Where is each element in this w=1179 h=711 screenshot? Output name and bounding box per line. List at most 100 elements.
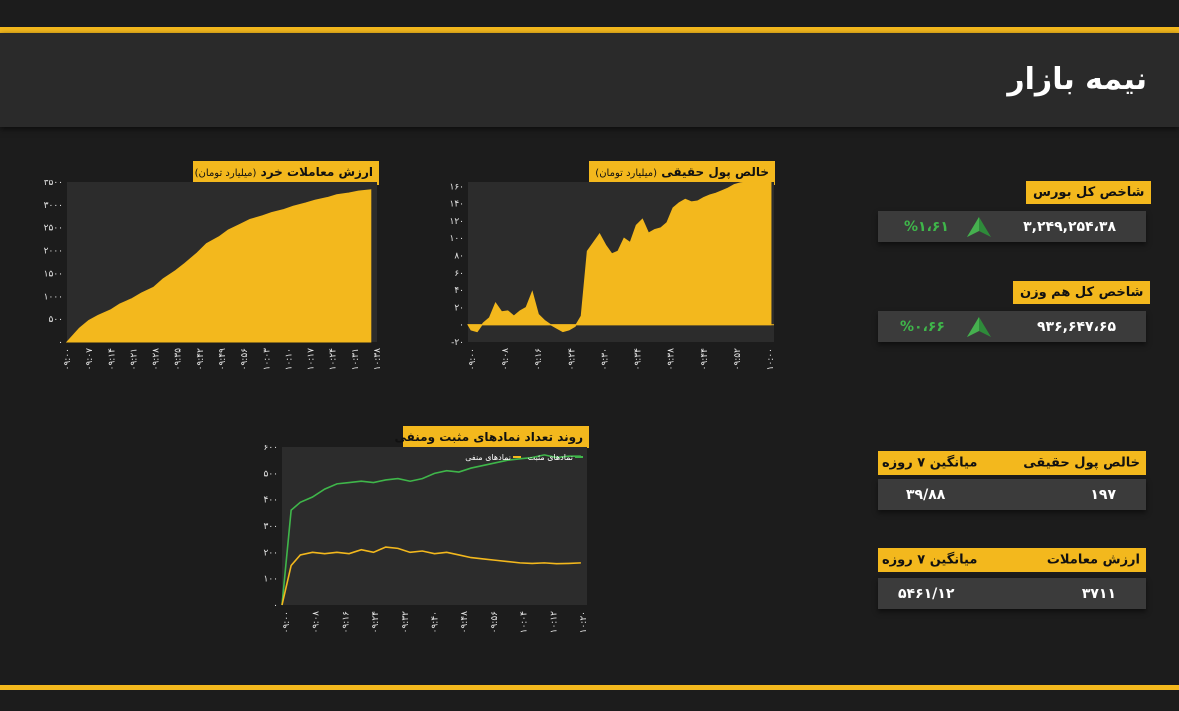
y-tick-label: ۰ (459, 321, 464, 331)
y-tick-label: ۲۰۰۰ (44, 247, 63, 257)
chart-retail-value: ۰ ۵۰۰ ۱۰۰۰ ۱۵۰۰ ۲۰۰۰ ۲۵۰۰ ۳۰۰۰ ۳۵۰۰ ۰۹:۰۰ ۰۹:۰۷ ۰۹… (44, 180, 383, 371)
page-title: نیمه بازار (1007, 62, 1147, 97)
x-tick-label: ۰۹:۰۸ (501, 348, 511, 371)
index-equal-row: ۹۳۶,۶۴۷،۶۵ %۰،۶۶ (878, 311, 1146, 342)
x-tick-label: ۰۹:۳۸ (667, 348, 677, 371)
x-tick-label: ۱۰:۰۰ (766, 348, 776, 370)
y-tick-label: ۰ (58, 338, 63, 348)
x-tick-label: ۱۰:۱۷ (307, 348, 317, 371)
trade-value-avg-value: ۵۴۶۱/۱۲ (898, 585, 955, 602)
chart-title-real-money: خالص پول حقیقی (میلیارد تومان) (589, 161, 775, 185)
trade-value-header: ارزش معاملات میانگین ۷ روزه (878, 548, 1146, 572)
y-tick-label: ۲۵۰۰ (44, 224, 63, 234)
y-tick-label: ۱۰۰ (449, 234, 464, 244)
y-tick-label: ۴۰۰ (263, 496, 278, 506)
x-tick-label: ۰۹:۵۲ (733, 348, 743, 371)
chart-title-retail-value: ارزش معاملات خرد (میلیارد تومان) (193, 161, 379, 185)
real-money-avg-label: میانگین ۷ روزه (882, 455, 978, 471)
chart-title-symbols-trend: روند تعداد نمادهای مثبت ومنفی (394, 426, 589, 448)
x-tick-label: ۰۹:۴۰ (431, 611, 441, 633)
chart-symbols-trend: ۰ ۱۰۰ ۲۰۰ ۳۰۰ ۴۰۰ ۵۰۰ ۶۰۰ ۰۹:۰۰ ۰۹:۰۸ ۰۹:۱۶ ۰۹:۲۴ ۰… (263, 445, 589, 634)
x-tick-label: ۰۹:۱۶ (341, 611, 351, 634)
y-tick-label: ۱۵۰۰ (44, 269, 63, 279)
chart-unit: (میلیارد تومان) (194, 168, 257, 179)
bottom-accent-bar (0, 685, 1179, 690)
y-tick-label: ۱۲۰ (449, 217, 464, 227)
real-money-value: ۱۹۷ (1090, 486, 1116, 503)
x-tick-label: ۰۹:۲۴ (371, 611, 381, 634)
x-tick-label: ۰۹:۲۸ (152, 348, 162, 371)
x-tick-label: ۰۹:۳۰ (600, 348, 610, 370)
y-tick-label: ۱۴۰ (449, 200, 464, 210)
y-tick-label: ۰ (273, 601, 278, 611)
series-line-0 (281, 454, 581, 606)
x-tick-label: ۰۹:۳۲ (401, 611, 411, 634)
real-money-avg-value: ۳۹/۸۸ (906, 486, 946, 503)
x-tick-label: ۰۹:۲۴ (567, 348, 577, 371)
y-tick-label: ۲۰ (454, 303, 464, 313)
x-tick-label: ۰۹:۰۰ (468, 348, 478, 370)
x-tick-label: ۰۹:۰۷ (85, 348, 95, 371)
x-tick-label: ۰۹:۰۸ (312, 611, 322, 634)
index-equal-value: ۹۳۶,۶۴۷،۶۵ (1037, 318, 1116, 335)
x-tick-label: ۰۹:۳۵ (174, 348, 184, 371)
chart-title-text: ارزش معاملات خرد (260, 165, 373, 179)
x-tick-label: ۰۹:۵۶ (240, 348, 250, 371)
series-line-1 (281, 546, 581, 606)
index-total-change: %۱،۶۱ (904, 218, 949, 235)
up-arrow-icon (967, 317, 991, 337)
top-accent-bar (0, 27, 1179, 33)
x-tick-label: ۰۹:۰۰ (63, 348, 73, 370)
legend-entry: نمادهای مثبت (528, 453, 573, 462)
y-tick-label: ۳۵۰۰ (44, 180, 63, 188)
x-tick-label: ۰۹:۱۶ (534, 348, 544, 371)
chart-title-text: روند تعداد نمادهای مثبت ومنفی (394, 430, 583, 444)
index-total-row: ۳,۲۴۹,۲۵۴،۳۸ %۱،۶۱ (878, 211, 1146, 242)
x-tick-label: ۰۹:۴۲ (196, 348, 206, 371)
y-tick-label: -۲۰ (451, 338, 464, 348)
legend-entry: نمادهای منفی (465, 453, 511, 462)
up-arrow-icon (967, 217, 991, 237)
x-tick-label: ۰۹:۰۰ (282, 611, 292, 633)
y-tick-label: ۶۰ (454, 269, 464, 279)
x-tick-label: ۱۰:۱۰ (284, 348, 294, 370)
x-tick-label: ۰۹:۵۶ (490, 611, 500, 634)
x-tick-label: ۱۰:۳۸ (373, 348, 383, 371)
x-tick-label: ۰۹:۱۴ (107, 348, 117, 371)
y-tick-label: ۲۰۰ (263, 548, 278, 558)
y-tick-label: ۶۰۰ (263, 445, 278, 453)
x-tick-label: ۱۰:۳۱ (351, 348, 361, 370)
trade-value-value: ۳۷۱۱ (1081, 585, 1116, 602)
x-tick-label: ۰۹:۲۱ (129, 348, 139, 370)
series-area (65, 189, 372, 343)
x-tick-label: ۰۹:۴۸ (460, 611, 470, 634)
index-total-label: شاخص کل بورس (1026, 181, 1152, 204)
y-tick-label: ۳۰۰۰ (44, 201, 63, 211)
y-tick-label: ۵۰۰ (263, 469, 278, 479)
x-tick-label: ۰۹:۴۴ (700, 348, 710, 371)
x-tick-label: ۱۰:۰۳ (262, 348, 272, 371)
trade-value-label: ارزش معاملات (1046, 552, 1140, 568)
y-tick-label: ۳۰۰ (263, 522, 278, 532)
x-tick-label: ۱۰:۲۰ (579, 611, 589, 633)
y-tick-label: ۱۰۰ (263, 575, 278, 585)
y-tick-label: ۴۰ (454, 286, 464, 296)
chart-title-text: خالص پول حقیقی (661, 165, 769, 179)
index-equal-change: %۰،۶۶ (900, 318, 945, 335)
chart-unit: (میلیارد تومان) (595, 168, 658, 179)
y-tick-label: ۸۰ (454, 252, 464, 262)
x-tick-label: ۰۹:۴۹ (218, 348, 228, 371)
trade-value-avg-label: میانگین ۷ روزه (882, 552, 978, 568)
index-equal-label: شاخص کل هم وزن (1013, 281, 1151, 304)
y-tick-label: ۱۶۰ (449, 182, 464, 192)
trade-value-row: ۳۷۱۱ ۵۴۶۱/۱۲ (878, 578, 1146, 609)
y-tick-label: ۱۰۰۰ (44, 292, 63, 302)
y-tick-label: ۵۰۰ (48, 315, 63, 325)
series-area (467, 180, 772, 333)
real-money-row: ۱۹۷ ۳۹/۸۸ (878, 479, 1146, 510)
x-tick-label: ۱۰:۱۲ (549, 611, 559, 634)
x-tick-label: ۰۹:۳۴ (634, 348, 644, 371)
chart-real-money: -۲۰ ۰ ۲۰ ۴۰ ۶۰ ۸۰ ۱۰۰ ۱۲۰ ۱۴۰ ۱۶۰ ۰۹:۰۰ ۰۹:۰۸ ۰۹:۱۶ ۰… (449, 180, 776, 371)
x-tick-label: ۱۰:۰۴ (520, 611, 530, 634)
plot-area (282, 447, 587, 605)
